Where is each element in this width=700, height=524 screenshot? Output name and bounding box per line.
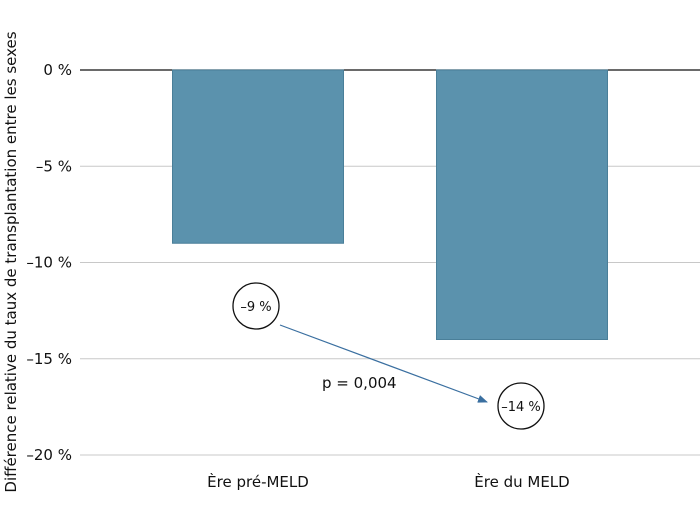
x-category-label: Ère pré-MELD <box>207 472 309 491</box>
y-tick-label: 0 % <box>43 61 72 79</box>
start-value-label: –9 % <box>240 300 271 315</box>
y-tick-label: –20 % <box>26 446 72 464</box>
category-labels: Ère pré-MELD Ère du MELD <box>207 472 570 491</box>
bar <box>172 69 344 244</box>
bar <box>436 69 608 340</box>
bars <box>172 69 608 340</box>
y-tick-labels: 0 % –5 % –10 % –15 % –20 % <box>26 61 72 464</box>
end-value-label: –14 % <box>501 400 541 415</box>
annotations: –9 % –14 % p = 0,004 <box>232 282 545 430</box>
p-value-label: p = 0,004 <box>322 374 397 392</box>
start-value-circle <box>232 282 280 330</box>
end-value-circle <box>497 382 545 430</box>
y-tick-label: –10 % <box>26 254 72 272</box>
y-axis-label: Différence relative du taux de transplan… <box>2 31 20 492</box>
y-tick-label: –15 % <box>26 350 72 368</box>
x-category-label: Ère du MELD <box>474 472 569 491</box>
y-tick-label: –5 % <box>36 157 72 175</box>
trend-arrow <box>279 324 488 403</box>
